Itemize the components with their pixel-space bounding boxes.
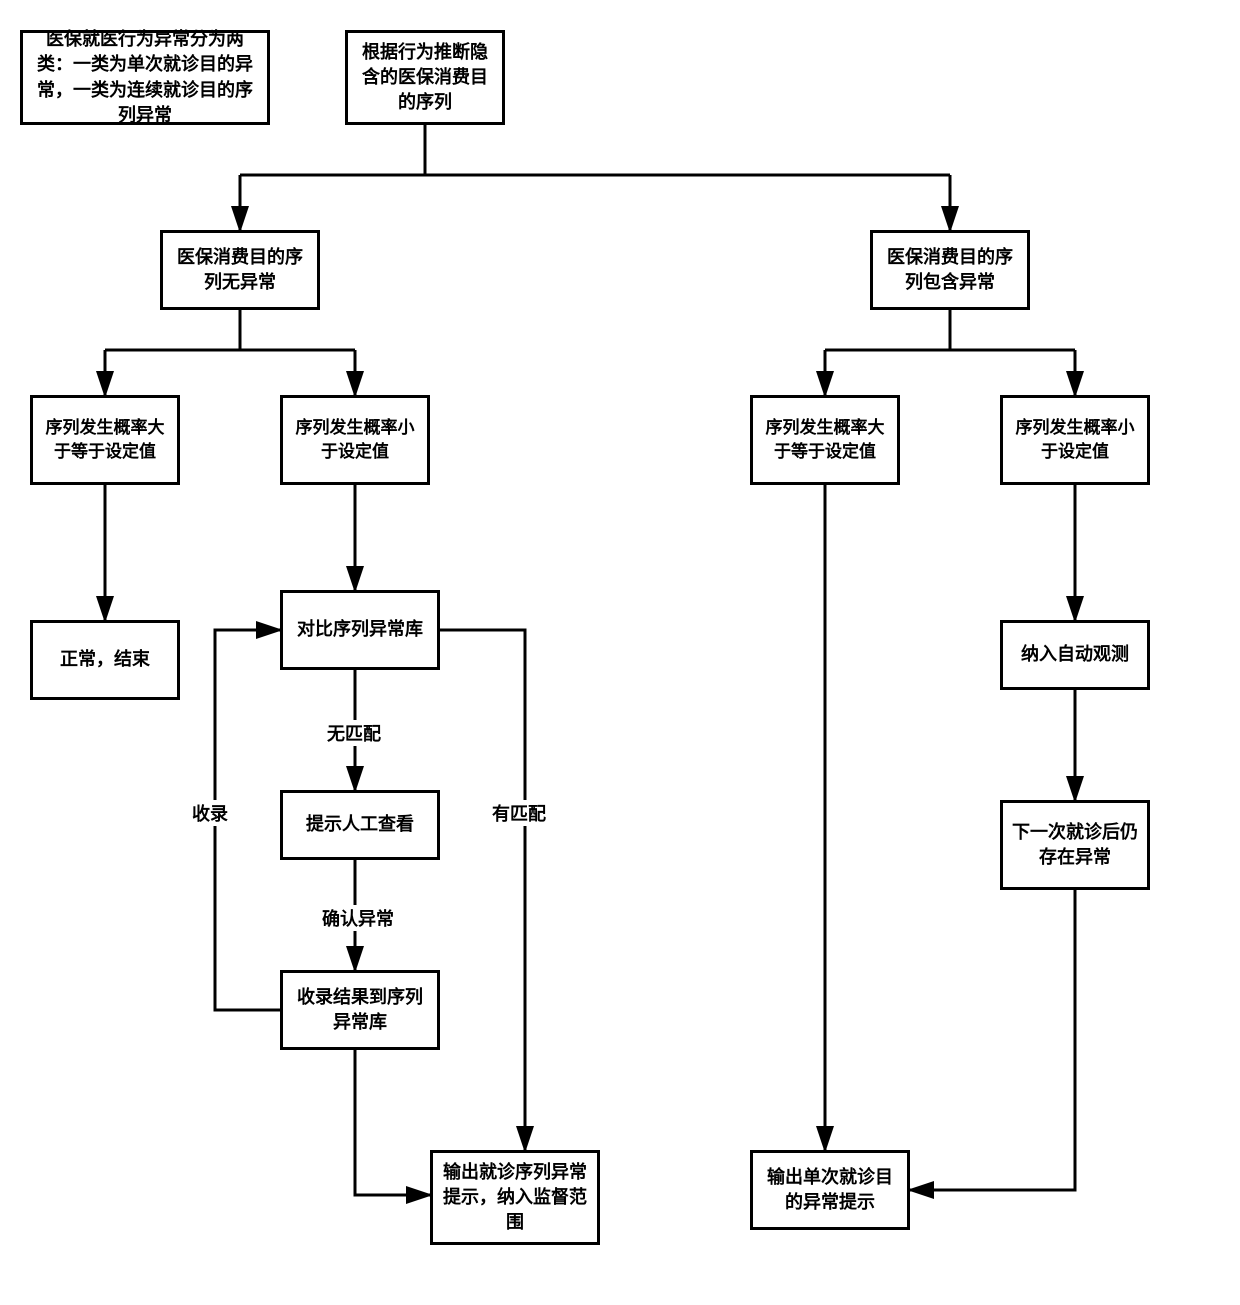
edge-17 xyxy=(440,630,525,1150)
edge-label-match: 有匹配 xyxy=(490,800,548,826)
node-r_lt: 序列发生概率小于设定值 xyxy=(1000,395,1150,485)
edge-label-confirm: 确认异常 xyxy=(320,905,396,931)
edge-label-noMatch: 无匹配 xyxy=(325,720,383,746)
node-manual: 提示人工查看 xyxy=(280,790,440,860)
node-l_ge: 序列发生概率大于等于设定值 xyxy=(30,395,180,485)
node-text: 医保就医行为异常分为两类：一类为单次就诊目的异常，一类为连续就诊目的序列异常 xyxy=(31,27,259,128)
node-text: 序列发生概率大于等于设定值 xyxy=(761,416,889,464)
node-text: 提示人工查看 xyxy=(306,812,414,837)
node-text: 收录结果到序列异常库 xyxy=(291,985,429,1035)
node-text: 医保消费目的序列无异常 xyxy=(171,245,309,295)
node-text: 医保消费目的序列包含异常 xyxy=(881,245,1019,295)
node-text: 输出就诊序列异常提示，纳入监督范围 xyxy=(441,1160,589,1236)
node-text: 下一次就诊后仍存在异常 xyxy=(1011,820,1139,870)
node-monitor: 纳入自动观测 xyxy=(1000,620,1150,690)
node-text: 根据行为推断隐含的医保消费目的序列 xyxy=(356,40,494,116)
node-note: 医保就医行为异常分为两类：一类为单次就诊目的异常，一类为连续就诊目的序列异常 xyxy=(20,30,270,125)
node-text: 序列发生概率大于等于设定值 xyxy=(41,416,169,464)
node-nextAbn: 下一次就诊后仍存在异常 xyxy=(1000,800,1150,890)
node-normalEnd: 正常，结束 xyxy=(30,620,180,700)
node-compare: 对比序列异常库 xyxy=(280,590,440,670)
node-text: 对比序列异常库 xyxy=(297,617,423,642)
node-text: 序列发生概率小于设定值 xyxy=(1011,416,1139,464)
edge-22 xyxy=(910,890,1075,1190)
node-outSeq: 输出就诊序列异常提示，纳入监督范围 xyxy=(430,1150,600,1245)
node-hasAbn: 医保消费目的序列包含异常 xyxy=(870,230,1030,310)
node-text: 序列发生概率小于设定值 xyxy=(291,416,419,464)
edge-18 xyxy=(355,1050,430,1195)
node-text: 纳入自动观测 xyxy=(1021,642,1129,667)
node-text: 输出单次就诊目的异常提示 xyxy=(761,1165,899,1215)
node-r_ge: 序列发生概率大于等于设定值 xyxy=(750,395,900,485)
node-l_lt: 序列发生概率小于设定值 xyxy=(280,395,430,485)
node-text: 正常，结束 xyxy=(60,647,150,672)
edge-label-include: 收录 xyxy=(190,800,230,826)
node-root: 根据行为推断隐含的医保消费目的序列 xyxy=(345,30,505,125)
node-record: 收录结果到序列异常库 xyxy=(280,970,440,1050)
node-outSingle: 输出单次就诊目的异常提示 xyxy=(750,1150,910,1230)
node-noAbn: 医保消费目的序列无异常 xyxy=(160,230,320,310)
